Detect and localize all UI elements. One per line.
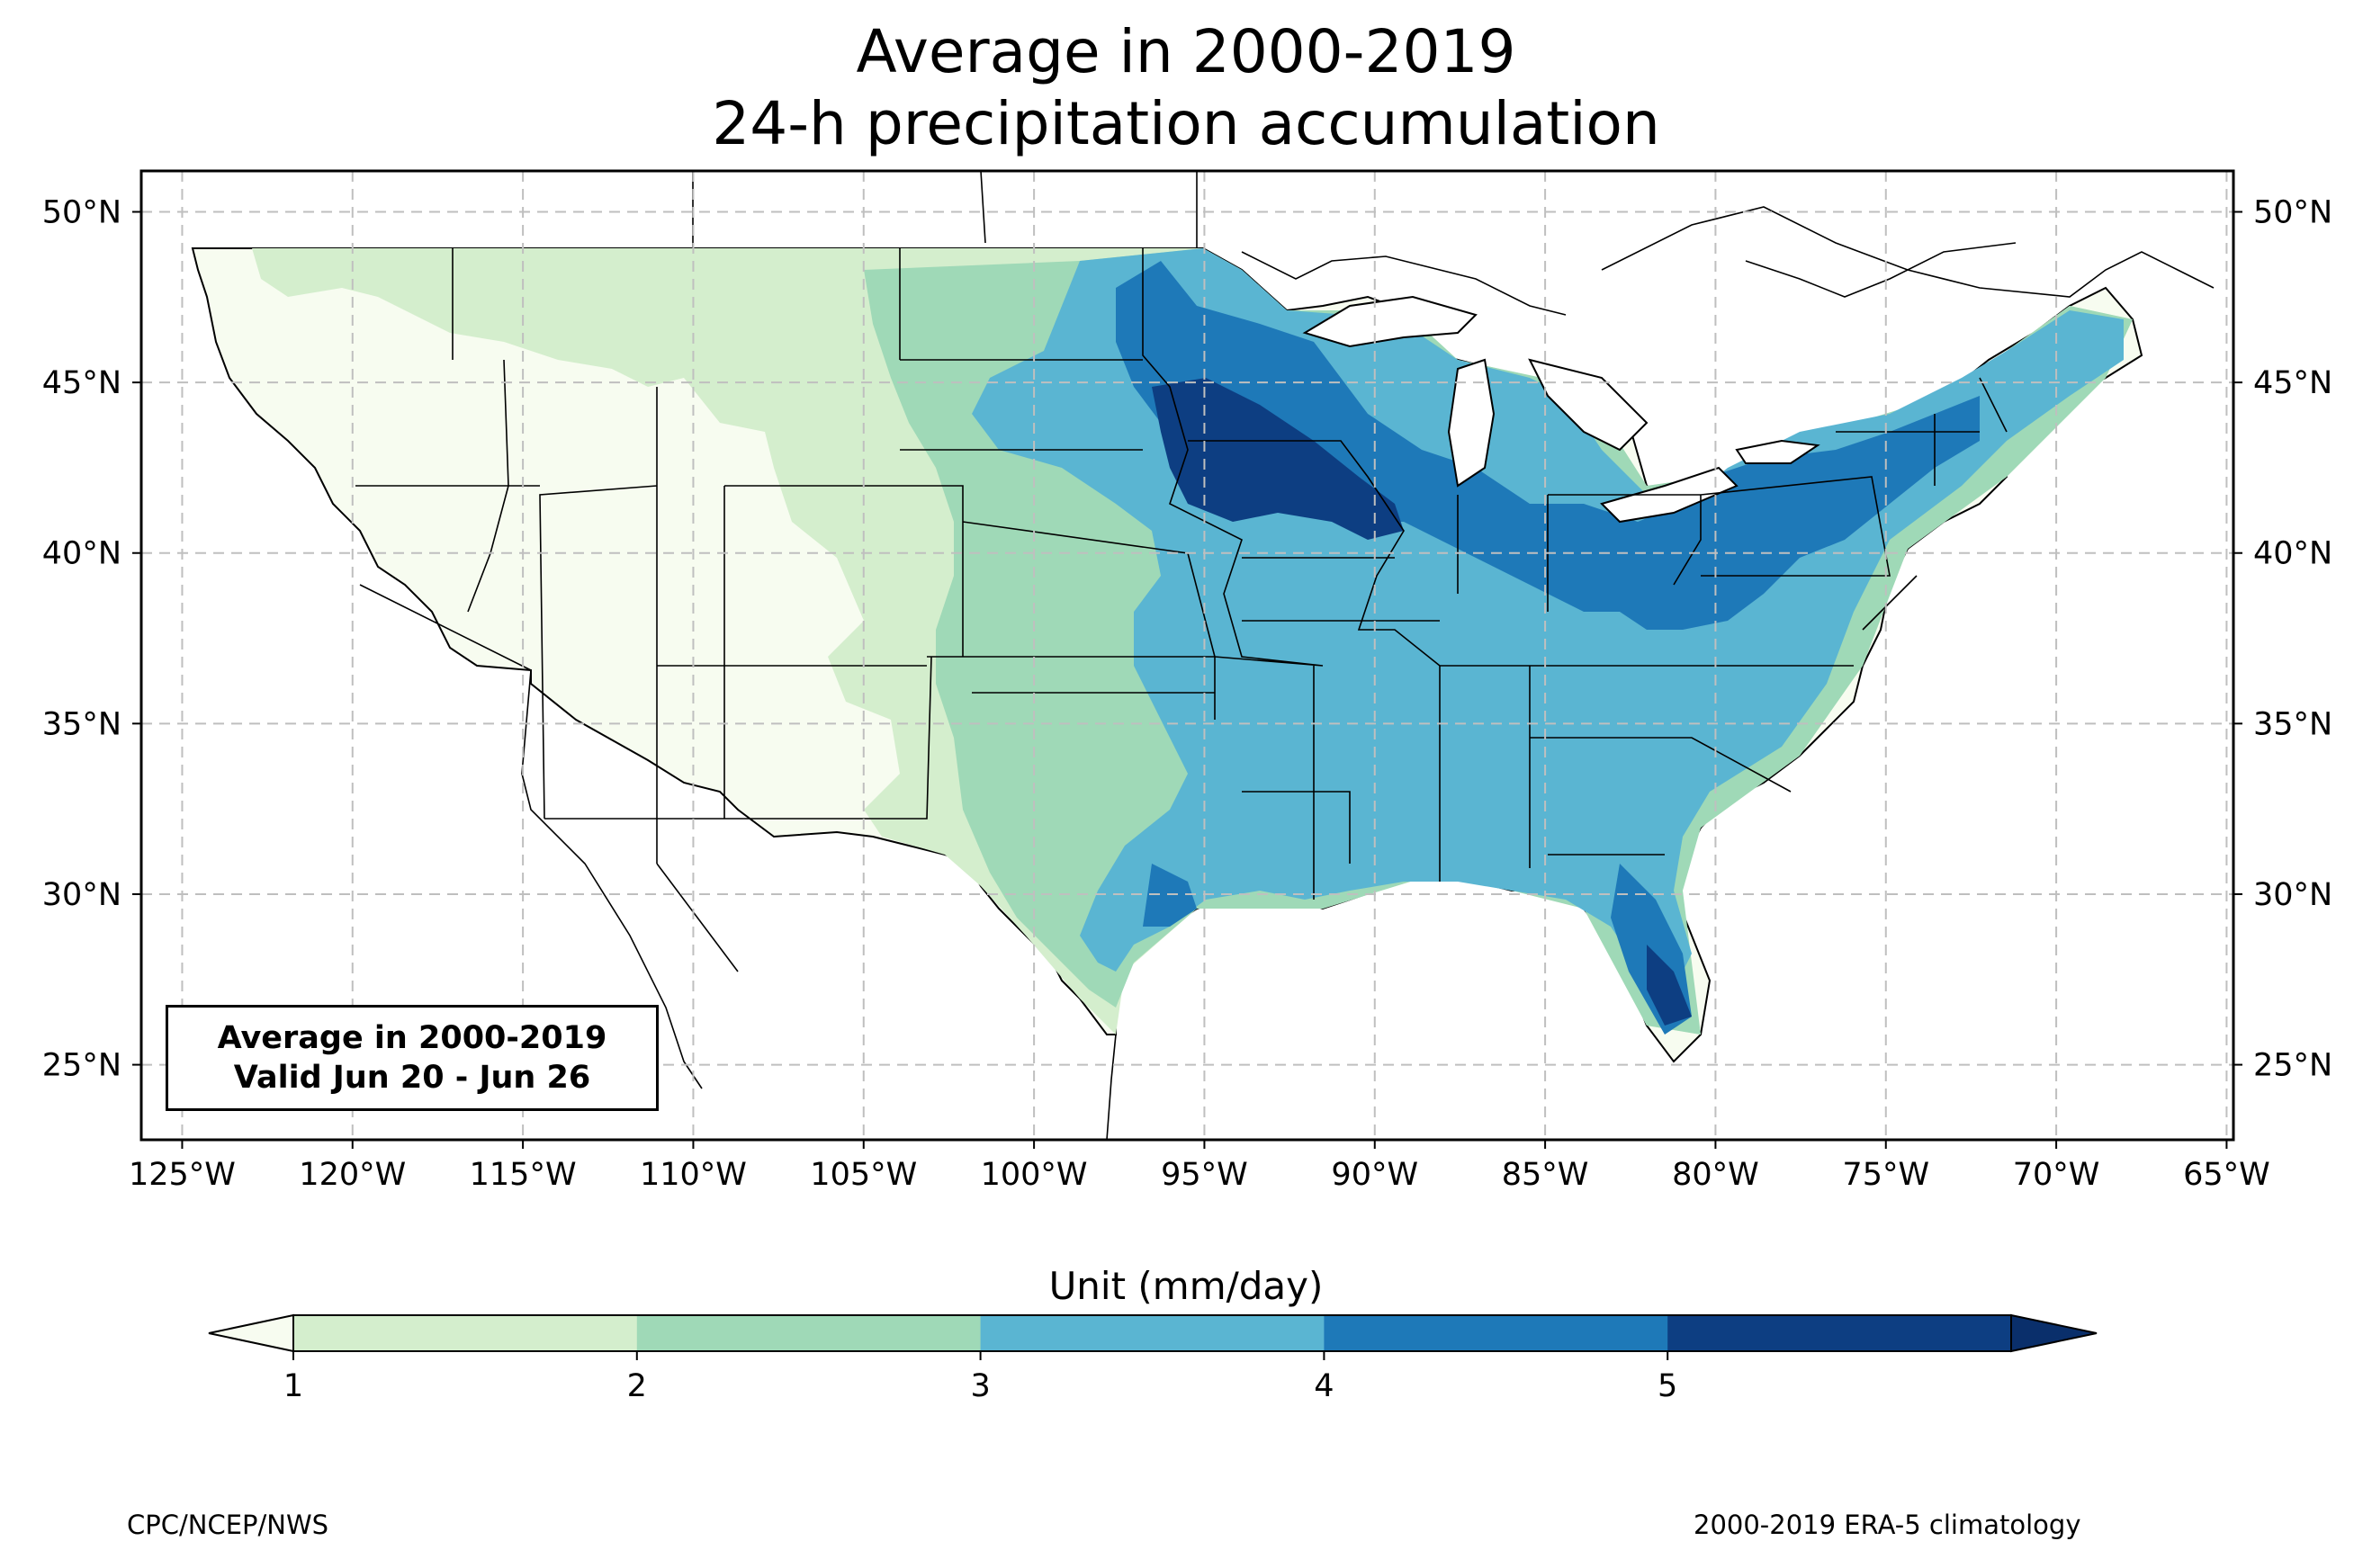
colorbar-tick-label: 5 [1658, 1368, 1677, 1404]
lon-tick-label: 120°W [299, 1157, 406, 1193]
lon-tick-label: 110°W [640, 1157, 747, 1193]
lon-tick-label: 115°W [470, 1157, 577, 1193]
valid-period-box: Average in 2000-2019 Valid Jun 20 - Jun … [166, 1005, 659, 1111]
latitude-axis-left: 50°N 45°N 40°N 35°N 30°N 25°N [42, 195, 141, 1084]
lat-tick-label: 50°N [42, 195, 121, 231]
lat-tick-label: 50°N [2253, 195, 2332, 231]
colorbar-bin [980, 1315, 1325, 1351]
lat-tick-label: 40°N [42, 536, 121, 572]
lon-tick-label: 100°W [981, 1157, 1088, 1193]
colorbar-frame [292, 1314, 2012, 1352]
latitude-axis-right: 50°N 45°N 40°N 35°N 30°N 25°N [2233, 195, 2332, 1084]
lat-tick-label: 30°N [2253, 877, 2332, 913]
precip-band-over-5 [1152, 378, 1692, 1026]
colorbar: 1 2 3 4 5 [208, 1313, 2098, 1404]
lon-tick-label: 95°W [1161, 1157, 1248, 1193]
footer-source: 2000-2019 ERA-5 climatology [1694, 1510, 2081, 1540]
colorbar-bin [293, 1315, 638, 1351]
lon-tick-label: 70°W [2013, 1157, 2100, 1193]
title-line-1: Average in 2000-2019 [856, 17, 1516, 86]
lat-tick-label: 35°N [2253, 706, 2332, 742]
precip-band-4-5 [1116, 261, 1980, 1035]
lon-tick-label: 105°W [810, 1157, 917, 1193]
colorbar-bin [636, 1315, 982, 1351]
longitude-axis: 125°W 120°W 115°W 110°W 105°W 100°W 95°W 90°W 85… [129, 1140, 2270, 1193]
lon-tick-label: 125°W [129, 1157, 236, 1193]
colorbar-tick-label: 3 [970, 1368, 990, 1404]
colorbar-tick-label: 2 [627, 1368, 647, 1404]
lat-tick-label: 25°N [42, 1048, 121, 1084]
lat-tick-label: 45°N [2253, 365, 2332, 401]
title-line-2: 24-h precipitation accumulation [712, 89, 1660, 158]
colorbar-title: Unit (mm/day) [1048, 1264, 1324, 1308]
lat-tick-label: 35°N [42, 706, 121, 742]
colorbar-tick-label: 4 [1314, 1368, 1334, 1404]
colorbar-over-arrow [2010, 1313, 2098, 1353]
valid-box-line-2: Valid Jun 20 - Jun 26 [233, 1060, 591, 1096]
valid-box-line-1: Average in 2000-2019 [217, 1020, 607, 1056]
footer-credit: CPC/NCEP/NWS [127, 1510, 329, 1540]
lon-tick-label: 80°W [1672, 1157, 1759, 1193]
lon-tick-label: 90°W [1331, 1157, 1418, 1193]
lat-tick-label: 30°N [42, 877, 121, 913]
great-lakes [1302, 295, 1820, 524]
lat-tick-label: 25°N [2253, 1048, 2332, 1084]
colorbar-bin [1667, 1315, 2012, 1351]
lat-tick-label: 45°N [42, 365, 121, 401]
lat-tick-label: 40°N [2253, 536, 2332, 572]
colorbar-tick-label: 1 [283, 1368, 303, 1404]
lon-tick-label: 75°W [1842, 1157, 1929, 1193]
colorbar-bin [1324, 1315, 1668, 1351]
lon-tick-label: 65°W [2183, 1157, 2270, 1193]
map-frame [139, 169, 2235, 1142]
colorbar-under-arrow [208, 1313, 294, 1353]
lon-tick-label: 85°W [1502, 1157, 1589, 1193]
state-borders [355, 248, 2008, 900]
